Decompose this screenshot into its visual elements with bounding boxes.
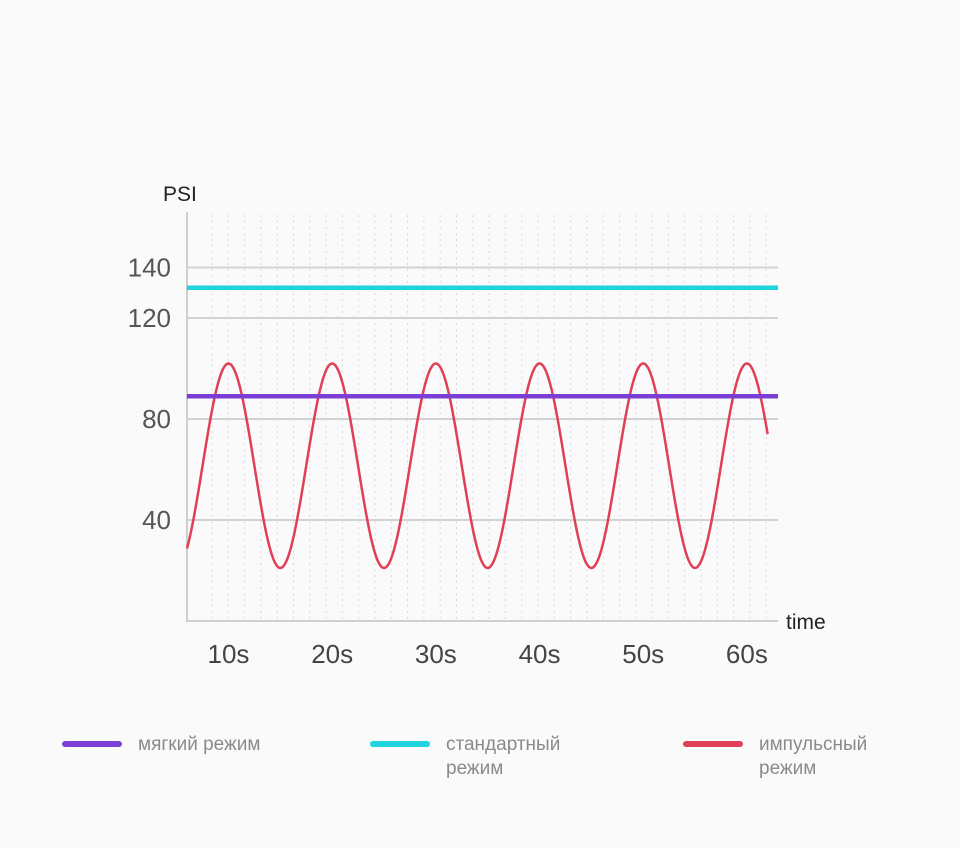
series-line-pulse [185,362,769,570]
legend-label-standard: стандартный режим [446,734,561,779]
legend-label-pulse: импульсный режим [759,734,868,779]
y-tick-label: 140 [128,253,171,283]
horizontal-grid [187,266,778,522]
pressure-chart: 40 80 120 140 10s 20s 30s 40s 50s 60s PSI time [128,183,826,669]
y-axis-label: PSI [163,183,197,206]
x-tick-label: 60s [726,639,768,669]
x-axis-label: time [786,611,826,634]
legend-swatch-pulse [683,741,743,747]
legend-swatch-soft [62,741,122,747]
legend-swatch-standard [370,741,430,747]
legend: мягкий режим стандартный режим импульсны… [0,733,960,793]
legend-item-soft: мягкий режим [62,733,288,757]
legend-item-pulse: импульсный режим [683,733,909,781]
x-tick-label: 40s [519,639,561,669]
x-tick-label: 30s [415,639,457,669]
x-tick-label: 20s [311,639,353,669]
x-tick-label: 50s [622,639,664,669]
x-tick-labels: 10s 20s 30s 40s 50s 60s [208,639,768,669]
legend-item-standard: стандартный режим [370,733,596,781]
series-group [185,285,778,570]
y-tick-label: 40 [142,505,171,535]
y-tick-label: 80 [142,404,171,434]
vertical-grid [211,215,767,619]
y-tick-labels: 40 80 120 140 [128,253,171,535]
x-tick-label: 10s [208,639,250,669]
y-tick-label: 120 [128,303,171,333]
legend-label-soft: мягкий режим [138,734,261,755]
